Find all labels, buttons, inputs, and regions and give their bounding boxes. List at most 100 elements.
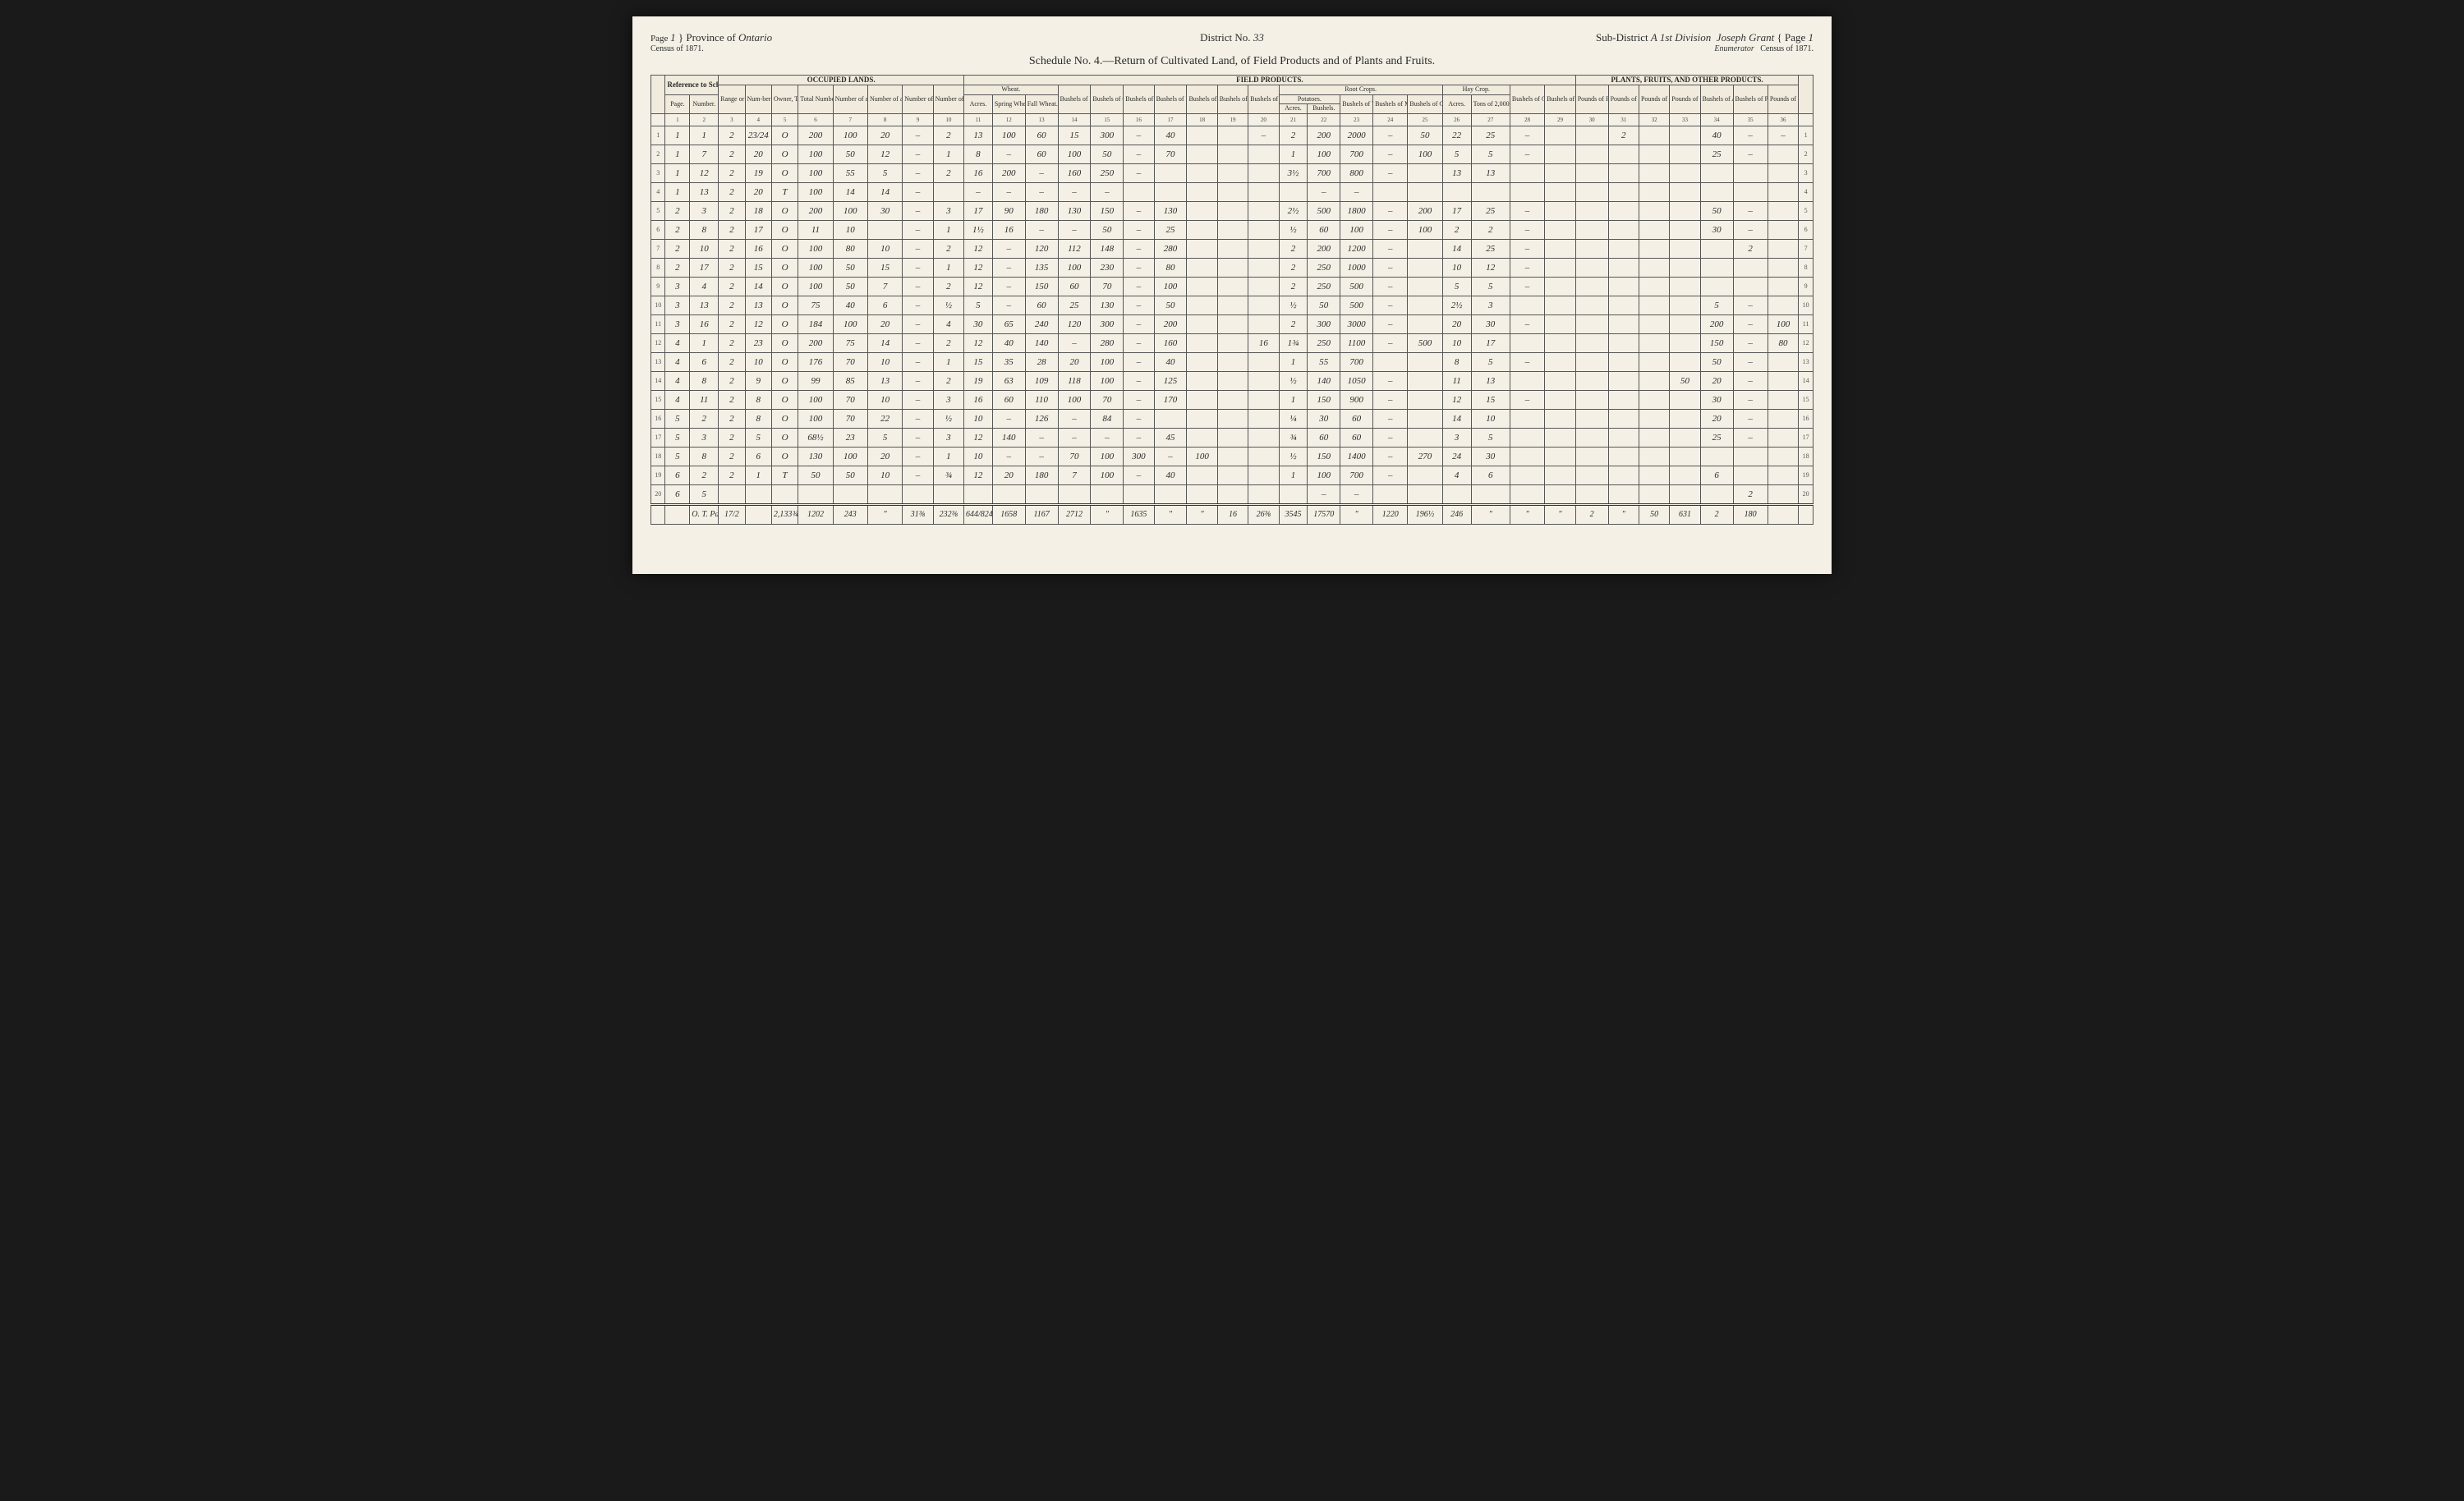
cell: 100 — [798, 182, 833, 201]
table-row: 175325O68½235–312140––––45¾6060–3525–17 — [651, 428, 1814, 447]
cell: 50 — [1700, 201, 1733, 220]
cell — [1768, 220, 1798, 239]
cell: – — [1733, 390, 1768, 409]
totals-cell: " — [1510, 504, 1544, 524]
cell: 6 — [1700, 466, 1733, 484]
cell: ½ — [933, 296, 963, 314]
cell — [1768, 352, 1798, 371]
cell: – — [903, 447, 933, 466]
cell — [833, 484, 867, 504]
cell: 40 — [1154, 466, 1187, 484]
cell: 25 — [1471, 239, 1510, 258]
cell: – — [1373, 296, 1408, 314]
cell: 10 — [867, 239, 902, 258]
cell: 3 — [665, 277, 690, 296]
cell — [745, 484, 771, 504]
cell: 270 — [1408, 447, 1442, 466]
cell: – — [1124, 239, 1154, 258]
totals-cell: 26⅜ — [1248, 504, 1279, 524]
row-number-right: 2 — [1799, 145, 1814, 163]
cell: – — [903, 296, 933, 314]
cell — [1248, 182, 1279, 201]
cell: 300 — [1091, 314, 1124, 333]
cell — [1545, 390, 1576, 409]
cell — [1768, 409, 1798, 428]
cell — [1639, 409, 1669, 428]
cell: 1 — [665, 126, 690, 145]
cell: – — [1025, 428, 1058, 447]
cell: 3 — [690, 428, 719, 447]
cell: 100 — [1091, 352, 1124, 371]
totals-cell: 2,133¾ — [771, 504, 798, 524]
cell: 10 — [964, 447, 993, 466]
cell: 50 — [833, 277, 867, 296]
cell: 2 — [933, 239, 963, 258]
cell: 55 — [1308, 352, 1340, 371]
cell: 700 — [1340, 466, 1373, 484]
cell — [1217, 258, 1248, 277]
col-29: Bushels of Flax Seed. — [1545, 85, 1576, 113]
cell: – — [1058, 333, 1091, 352]
cell — [1608, 258, 1639, 277]
cell — [1575, 352, 1608, 371]
cell: O — [771, 428, 798, 447]
cell: 6 — [665, 484, 690, 504]
cell: 2 — [933, 277, 963, 296]
cell: 7 — [690, 145, 719, 163]
row-number-left: 17 — [651, 428, 665, 447]
cell: 25 — [1471, 201, 1510, 220]
cell: 70 — [833, 390, 867, 409]
cell: 4 — [690, 277, 719, 296]
cell — [1608, 466, 1639, 484]
cell: 10 — [690, 239, 719, 258]
cell — [1639, 296, 1669, 314]
cell: 100 — [1058, 390, 1091, 409]
cell: 2 — [719, 220, 745, 239]
cell — [1217, 296, 1248, 314]
cell: 18 — [745, 201, 771, 220]
table-row: 196221T505010–¾12201807100–401100700–466… — [651, 466, 1814, 484]
cell: 200 — [1154, 314, 1187, 333]
cell: 1 — [1279, 352, 1308, 371]
cell: 70 — [833, 352, 867, 371]
cell: 12 — [745, 314, 771, 333]
totals-cell: " — [1091, 504, 1124, 524]
column-number: 18 — [1187, 113, 1217, 126]
col-18: Bushels of Beans. — [1187, 85, 1217, 113]
cell: 15 — [1471, 390, 1510, 409]
cell: 2 — [1442, 220, 1471, 239]
cell: 120 — [1058, 314, 1091, 333]
cell — [1408, 314, 1442, 333]
cell: – — [903, 201, 933, 220]
cell: 100 — [798, 258, 833, 277]
cell — [1091, 484, 1124, 504]
cell — [1575, 296, 1608, 314]
cell — [1575, 390, 1608, 409]
totals-cell: 243 — [833, 504, 867, 524]
totals-cell: 3545 — [1279, 504, 1308, 524]
cell — [1768, 296, 1798, 314]
column-number: 16 — [1124, 113, 1154, 126]
col-36: Pounds of Maple Sugar. — [1768, 85, 1798, 113]
col-10: Number of acres in gardens orchards. — [933, 85, 963, 113]
cell: – — [1124, 466, 1154, 484]
cell — [1733, 466, 1768, 484]
cell — [1217, 371, 1248, 390]
cell: ½ — [1279, 296, 1308, 314]
cell: – — [1510, 314, 1544, 333]
cell: 1100 — [1340, 333, 1373, 352]
cell: 2 — [719, 466, 745, 484]
section-potatoes: Potatoes. — [1279, 94, 1340, 103]
cell: O — [771, 314, 798, 333]
cell: 1000 — [1340, 258, 1373, 277]
cell: 10 — [1471, 409, 1510, 428]
cell: 1 — [665, 182, 690, 201]
cell: – — [1124, 258, 1154, 277]
cell: 100 — [833, 201, 867, 220]
cell: 20 — [745, 145, 771, 163]
cell — [1408, 390, 1442, 409]
cell — [1442, 182, 1471, 201]
col-7: Number of acres improved. — [833, 85, 867, 113]
cell: 5 — [867, 428, 902, 447]
cell: 100 — [1058, 145, 1091, 163]
